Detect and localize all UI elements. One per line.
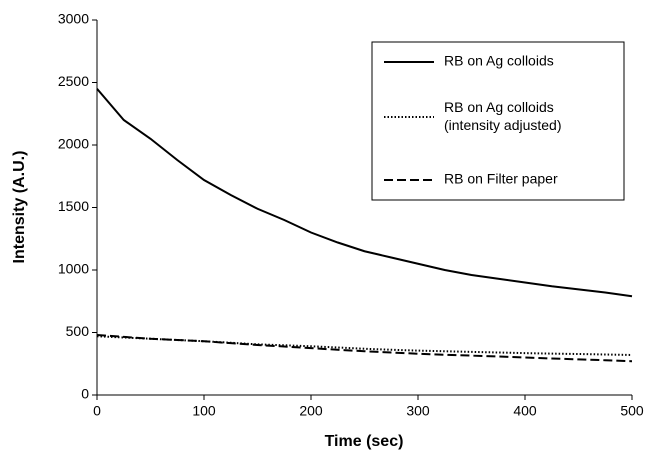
y-tick-label: 1500 — [58, 198, 89, 214]
y-tick-label: 500 — [66, 323, 90, 339]
data-line — [96, 334, 633, 363]
x-tick-label: 300 — [406, 403, 430, 419]
legend-box — [371, 41, 625, 201]
legend-label: RB on Filter paper — [444, 171, 558, 187]
legend: RB on Ag colloids RB on Ag colloids (inten… — [371, 41, 625, 201]
y-tick-label: 3000 — [58, 11, 89, 27]
x-tick-label: 400 — [513, 403, 537, 419]
y-tick-label: 0 — [81, 386, 89, 402]
legend-label: RB on Ag colloids — [444, 53, 554, 69]
y-tick-label: 2000 — [58, 136, 89, 152]
y-axis-label: Intensity (A.U.) — [11, 151, 28, 264]
legend-label: RB on Ag colloids (intensity adjusted) — [444, 99, 562, 133]
x-tick-label: 0 — [93, 403, 101, 419]
x-tick-label: 100 — [192, 403, 216, 419]
data-line — [96, 88, 633, 298]
x-tick-label: 200 — [299, 403, 323, 419]
y-tick-label: 1000 — [58, 261, 89, 277]
x-axis-label: Time (sec) — [325, 433, 404, 450]
y-tick-label: 2500 — [58, 73, 89, 89]
x-tick-label: 500 — [620, 403, 644, 419]
